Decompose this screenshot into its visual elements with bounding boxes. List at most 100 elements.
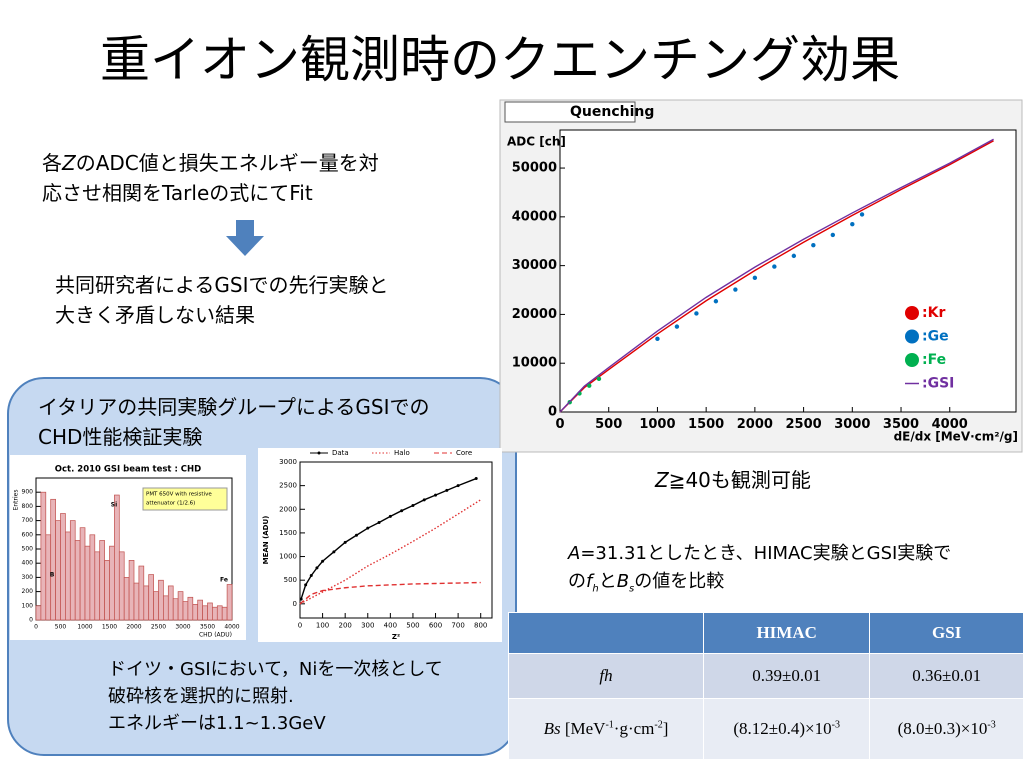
y-tick-label: 3000: [279, 458, 297, 466]
header-cell: GSI: [869, 612, 1024, 654]
note: attenuator (1/2.6): [146, 501, 195, 507]
y-tick-label: 400: [22, 560, 34, 567]
box-heading: イタリアの共同実験グループによるGSIでの CHD性能検証実験: [38, 392, 430, 452]
hist-bar: [104, 560, 110, 621]
hist-bar: [118, 551, 125, 621]
note-box: [142, 487, 228, 511]
point: [354, 533, 358, 537]
legend-label: Data: [332, 449, 349, 457]
point: [596, 376, 602, 382]
y-tick-label: 2000: [279, 505, 297, 513]
y-tick-label: 800: [22, 503, 34, 510]
y-tick-label: 1500: [279, 529, 297, 537]
point: [321, 559, 325, 563]
hist-bar: [226, 584, 233, 621]
point: [434, 493, 438, 497]
z-note: Z≧40も観測可能: [655, 464, 811, 493]
point: [713, 299, 719, 304]
text: ·g·cm: [613, 719, 655, 738]
hist-bar: [40, 491, 47, 621]
x-tick-label: 500: [55, 623, 67, 630]
x-tick-label: 1500: [688, 417, 724, 432]
text: ドイツ・GSIにおいて，Niを一次核として: [108, 659, 443, 680]
y-tick-label: 300: [22, 574, 34, 581]
note: PMT 650V with resistive: [146, 492, 212, 498]
hist-bar: [84, 545, 91, 621]
text: f: [586, 571, 593, 592]
hist-bar: [94, 551, 101, 621]
y-tick-label: 100: [22, 602, 34, 609]
y-tick-label: 0: [29, 617, 33, 624]
legend-label: :Ge: [922, 329, 949, 345]
legend-marker: [905, 329, 919, 344]
x-tick-label: 0: [34, 623, 38, 630]
plot-area: [299, 461, 493, 619]
y-tick-label: 700: [22, 517, 34, 524]
box-notes: ドイツ・GSIにおいて，Niを一次核として 破砕核を選択的に照射. エネルギーは…: [108, 656, 443, 737]
y-tick-label: 1000: [279, 553, 297, 561]
point: [411, 503, 415, 507]
text: CHD性能検証実験: [38, 425, 203, 449]
cell: 0.36±0.01: [869, 653, 1024, 699]
point: [752, 275, 758, 281]
point: [388, 514, 392, 518]
hist-bar: [212, 606, 218, 621]
hist-bar: [109, 545, 115, 621]
point: [445, 488, 449, 492]
hist-bar: [89, 534, 96, 621]
x-tick-label: 1000: [639, 417, 675, 432]
series-line: [299, 581, 481, 605]
hist-bar: [163, 595, 169, 621]
x-axis-label: dE/dx [MeV·cm²/g]: [894, 430, 1018, 444]
text: の値を比較: [634, 571, 725, 592]
text: -3: [831, 719, 840, 731]
hist-bar: [182, 601, 189, 621]
point: [859, 212, 865, 217]
y-tick-label: 50000: [512, 161, 557, 176]
x-tick-label: 2500: [151, 623, 166, 630]
hist-bar: [207, 602, 213, 621]
hist-bar: [79, 527, 86, 621]
hist-bar: [158, 579, 164, 621]
compare-table: HIMAC GSI fh 0.39±0.01 0.36±0.01 Bs [MeV-…: [508, 612, 1024, 760]
hist-bar: [187, 596, 194, 621]
y-tick-label: 20000: [512, 307, 557, 322]
x-tick-label: 3000: [175, 623, 190, 630]
peak-label: Si: [111, 502, 117, 509]
text: のADC値と損失エネルギー量を対: [75, 151, 379, 175]
x-tick-label: 0: [555, 417, 564, 432]
y-axis-label: ADC [ch]: [507, 135, 566, 149]
point: [850, 221, 855, 227]
hist-bar: [74, 540, 81, 621]
point: [315, 566, 319, 570]
point: [400, 509, 404, 513]
text: =31.31としたとき、HIMAC実験とGSI実験で: [580, 543, 952, 564]
x-tick-label: 100: [316, 622, 329, 630]
x-tick-label: 2500: [785, 417, 821, 432]
legend-marker: [317, 451, 321, 455]
x-axis-label: Z²: [392, 633, 400, 641]
text: の: [568, 571, 586, 592]
point: [332, 550, 336, 554]
point: [422, 498, 426, 502]
x-tick-label: 4000: [224, 623, 239, 630]
hist-bar: [177, 591, 184, 621]
hist-bar: [128, 560, 135, 621]
text: s: [629, 583, 635, 595]
y-tick-label: 10000: [512, 356, 557, 371]
x-tick-label: 500: [406, 622, 419, 630]
hist-bar: [35, 605, 42, 621]
peak-label: Fe: [220, 577, 228, 584]
row-label: Bs [MeV-1·g·cm-2]: [508, 698, 704, 760]
point: [772, 264, 777, 269]
y-tick-label: 900: [22, 489, 34, 496]
point: [343, 540, 347, 544]
hist-bar: [65, 531, 71, 621]
x-tick-label: 800: [474, 622, 487, 630]
text: A: [568, 543, 581, 564]
result: 共同研究者によるGSIでの先行実験と 大きく矛盾しない結果: [55, 270, 389, 330]
x-tick-label: 2000: [126, 623, 141, 630]
point: [474, 477, 478, 481]
peak-label: B: [50, 572, 55, 579]
